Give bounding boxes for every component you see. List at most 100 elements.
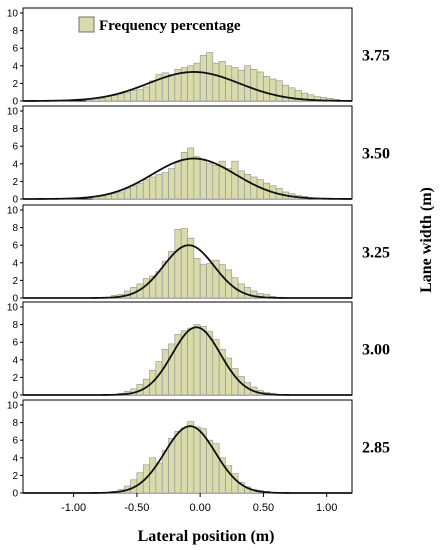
legend: Frequency percentage — [78, 16, 241, 34]
y-tick-label: 6 — [12, 436, 18, 447]
histogram-bar — [111, 95, 119, 102]
x-axis: -1.00 -0.50 0.00 0.50 1.00 — [61, 493, 337, 514]
histogram-bar — [206, 263, 214, 299]
histogram-bar — [180, 427, 188, 494]
histogram-bar — [168, 74, 176, 102]
histogram-bar — [98, 196, 106, 200]
histogram-bar — [193, 324, 201, 396]
panel-3.50: 0 2 4 6 8 10 3.50 — [7, 105, 390, 206]
histogram-bar — [193, 62, 201, 102]
normal-curve — [23, 326, 352, 396]
histogram-bar — [123, 188, 131, 200]
histogram-bar — [225, 65, 233, 102]
histogram-bar — [98, 98, 106, 102]
y-tick-label: 8 — [12, 320, 18, 331]
y-tick-label: 0 — [12, 489, 18, 500]
histogram-bar — [231, 67, 239, 102]
panel-label: 3.00 — [362, 342, 390, 359]
legend-label: Frequency percentage — [99, 18, 241, 34]
histogram-bar — [269, 78, 277, 102]
y-tick-label: 4 — [12, 61, 18, 72]
histogram-bar — [111, 193, 119, 200]
histogram-bar — [142, 179, 150, 200]
panel-3.00: 0 2 4 6 8 10 3.00 — [7, 301, 390, 402]
histogram-bar — [199, 54, 207, 102]
histogram-bar — [136, 89, 144, 102]
x-tick-label: -1.00 — [61, 502, 86, 514]
histogram-bar — [199, 326, 207, 396]
y-tick-label: 8 — [12, 418, 18, 429]
histogram-bar — [117, 191, 125, 200]
x-tick-label: 1.00 — [316, 502, 337, 514]
y-axis-title: Lane width (m) — [418, 187, 435, 293]
y-tick-label: 10 — [7, 206, 19, 217]
histogram-bar — [187, 237, 195, 299]
y-tick-label: 2 — [12, 373, 18, 384]
histogram-bar — [117, 93, 125, 102]
histogram-bar — [168, 167, 176, 200]
y-tick-label: 8 — [12, 26, 18, 37]
histogram-bar — [206, 163, 214, 200]
histogram-bar — [193, 258, 201, 299]
histogram-bar — [282, 84, 290, 102]
histogram-bar — [193, 156, 201, 200]
histogram-bar — [136, 182, 144, 200]
histogram-bar — [149, 176, 157, 200]
y-tick-label: 0 — [12, 195, 18, 206]
y-tick-label: 2 — [12, 471, 18, 482]
normal-curve — [23, 157, 353, 200]
y-tick-label: 2 — [12, 177, 18, 188]
panel-3.25: 0 2 4 6 8 10 3.25 — [7, 204, 390, 305]
histogram-bar — [187, 421, 195, 494]
histogram-bar — [206, 52, 214, 102]
y-tick-label: 6 — [12, 338, 18, 349]
panel-label: 2.85 — [362, 440, 390, 457]
histogram-bar — [130, 90, 138, 102]
y-tick-label: 2 — [12, 79, 18, 90]
histogram-bar — [250, 176, 258, 200]
panels-layer: 0 2 4 6 8 10 3.75 0 2 4 6 8 10 3.50 0 2 4 6 8 10 3.25 0 2 4 6 8 10… — [7, 7, 390, 500]
normal-curve — [23, 71, 353, 102]
x-tick-label: -0.50 — [124, 502, 149, 514]
histogram-bar — [250, 69, 258, 102]
histogram-bar — [161, 172, 169, 200]
y-tick-label: 10 — [7, 303, 19, 314]
y-tick-label: 6 — [12, 142, 18, 153]
histogram-bar — [263, 76, 271, 102]
histogram-bar — [174, 431, 182, 494]
histogram-bar — [161, 348, 169, 396]
y-tick-label: 0 — [12, 294, 18, 305]
histogram-bar — [225, 167, 233, 200]
histogram-bar — [218, 264, 226, 299]
y-tick-label: 10 — [7, 401, 19, 412]
histogram-bar — [244, 65, 252, 102]
x-tick-label: 0.00 — [189, 502, 210, 514]
histogram-bar — [187, 147, 195, 200]
y-tick-label: 8 — [12, 223, 18, 234]
panel-label: 3.75 — [362, 48, 390, 65]
histogram-bar — [174, 229, 182, 299]
y-tick-label: 6 — [12, 241, 18, 252]
histogram-bar — [256, 71, 264, 102]
histogram-bar — [218, 61, 226, 102]
histogram-bar — [199, 264, 207, 299]
histogram-bar — [155, 462, 163, 494]
y-tick-label: 4 — [12, 453, 18, 464]
y-tick-label: 6 — [12, 44, 18, 55]
histogram-bar — [275, 80, 283, 102]
histogram-bar — [149, 80, 157, 102]
histogram-bar — [193, 426, 201, 494]
histogram-bar — [187, 327, 195, 396]
y-tick-label: 4 — [12, 258, 18, 269]
panel-3.75: 0 2 4 6 8 10 3.75 — [7, 7, 390, 108]
x-axis-title: Lateral position (m) — [138, 528, 275, 545]
legend-swatch — [78, 16, 95, 33]
histogram-bar — [237, 170, 245, 200]
histogram-bar — [149, 457, 157, 494]
y-tick-label: 8 — [12, 124, 18, 135]
histogram-bar — [174, 161, 182, 200]
histogram-bar — [180, 330, 188, 396]
panel-label: 3.25 — [362, 245, 390, 262]
normal-curve — [23, 244, 352, 299]
histogram-bar — [212, 62, 220, 102]
